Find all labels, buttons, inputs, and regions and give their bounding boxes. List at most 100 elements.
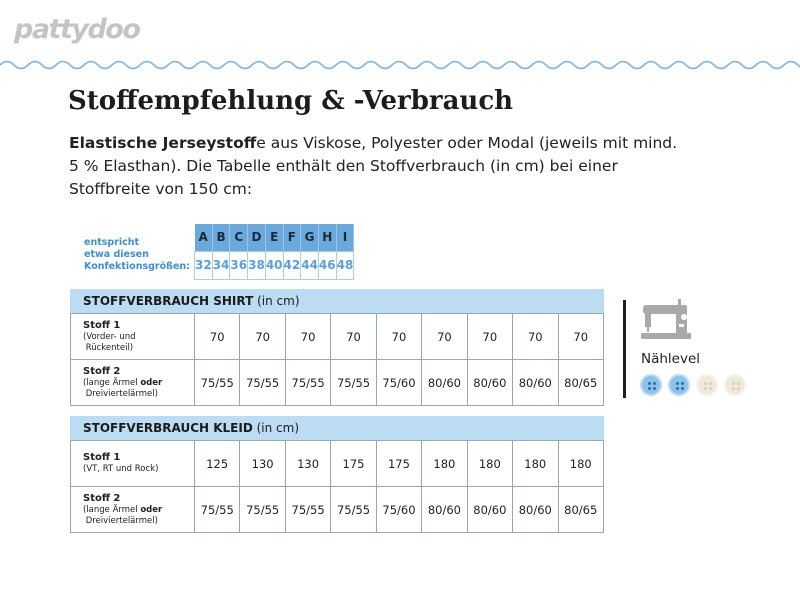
table-cell: 70	[421, 313, 468, 360]
row-label: Stoff 2 (lange Ärmel oder Dreiviertelärm…	[70, 486, 195, 533]
kleid-title: STOFFVERBRAUCH KLEID	[83, 421, 253, 435]
table-cell: 70	[512, 313, 559, 360]
button-hole	[653, 382, 656, 385]
table-cell: 70	[239, 313, 286, 360]
table-cell: 80/60	[466, 359, 514, 406]
table-cell: 180	[466, 440, 514, 487]
button-hole	[709, 382, 712, 385]
button-hole	[648, 387, 651, 390]
row-label: Stoff 1 (Vorder- und Rückenteil)	[70, 313, 195, 360]
shirt-section: STOFFVERBRAUCH SHIRT (in cm) Stoff 1 (Vo…	[70, 289, 604, 406]
kleid-section: STOFFVERBRAUCH KLEID (in cm) Stoff 1 (VT…	[70, 416, 604, 533]
size-label-line: entspricht	[84, 237, 140, 248]
button-hole	[732, 387, 735, 390]
table-row: Stoff 2 (lange Ärmel oder Dreiviertelärm…	[70, 486, 604, 533]
table-cell: 80/60	[466, 486, 514, 533]
size-letter: I	[336, 224, 355, 251]
wave-divider	[0, 60, 800, 70]
button-hole	[737, 387, 740, 390]
table-cell: 80/60	[421, 359, 468, 406]
row-label-desc: Dreiviertelärmel)	[85, 388, 158, 399]
table-row: Stoff 1 (Vorder- und Rückenteil) 70 70 7…	[70, 313, 604, 360]
skill-button-active-icon	[640, 374, 662, 396]
size-letter: E	[265, 224, 284, 251]
size-number: 38	[247, 250, 266, 280]
shirt-section-header: STOFFVERBRAUCH SHIRT (in cm)	[70, 289, 604, 313]
row-label-bold: oder	[140, 504, 163, 515]
button-hole	[648, 382, 651, 385]
table-row: Stoff 1 (VT, RT und Rock) 125 130 130 17…	[70, 440, 604, 487]
row-label: Stoff 2 (lange Ärmel oder Dreiviertelärm…	[70, 359, 195, 406]
table-cell: 130	[284, 440, 332, 487]
size-number: 34	[211, 250, 231, 280]
kleid-table: Stoff 1 (VT, RT und Rock) 125 130 130 17…	[70, 440, 604, 533]
table-cell: 75/55	[193, 486, 241, 533]
row-label-name: Stoff 2	[83, 365, 121, 377]
kleid-unit: (in cm)	[256, 421, 300, 435]
table-cell: 125	[193, 440, 241, 487]
intro-text: Elastische Jerseystoffe aus Viskose, Pol…	[69, 132, 679, 201]
row-label-desc: Rückenteil)	[85, 342, 134, 353]
table-cell: 75/55	[239, 486, 286, 533]
size-letter: B	[212, 224, 231, 251]
button-hole	[709, 387, 712, 390]
size-label-line: Konfektionsgrößen:	[84, 261, 190, 272]
size-number: 32	[194, 250, 213, 280]
size-letter: H	[318, 224, 337, 251]
table-cell: 70	[193, 313, 241, 360]
shirt-unit: (in cm)	[257, 294, 300, 308]
table-cell: 80/60	[512, 359, 559, 406]
row-label-desc: (VT, RT und Rock)	[83, 464, 159, 474]
skill-level-label: Nählevel	[641, 351, 701, 367]
table-cell: 70	[284, 313, 332, 360]
size-letter: G	[300, 224, 319, 251]
size-number: 42	[282, 250, 302, 280]
size-letters-row: A B C D E F G H I	[194, 224, 355, 251]
intro-bold: Elastische Jerseystoff	[69, 134, 257, 152]
table-cell: 70	[375, 313, 423, 360]
size-label: entspricht etwa diesen Konfektionsgrößen…	[84, 237, 204, 273]
table-cell: 70	[466, 313, 514, 360]
skill-button-inactive-icon	[724, 374, 746, 396]
skill-button-active-icon	[668, 374, 690, 396]
table-cell: 180	[421, 440, 468, 487]
table-cell: 175	[375, 440, 423, 487]
table-cell: 180	[557, 440, 604, 487]
size-table: A B C D E F G H I 32 34 36 38 40 42 44 4…	[194, 224, 355, 280]
table-cell: 75/55	[284, 359, 332, 406]
size-number: 44	[300, 250, 319, 280]
size-number: 36	[229, 250, 249, 280]
table-cell: 175	[330, 440, 377, 487]
size-letter: A	[194, 224, 213, 251]
button-hole	[676, 387, 679, 390]
table-cell: 75/55	[239, 359, 286, 406]
table-cell: 75/60	[375, 486, 423, 533]
size-numbers-row: 32 34 36 38 40 42 44 46 48	[194, 250, 355, 280]
kleid-section-header: STOFFVERBRAUCH KLEID (in cm)	[70, 416, 604, 440]
row-label-desc: (Vorder- und	[83, 331, 136, 342]
table-cell: 80/60	[421, 486, 468, 533]
size-number: 48	[335, 250, 355, 280]
table-cell: 80/65	[557, 486, 604, 533]
size-number: 46	[317, 250, 337, 280]
skill-button-inactive-icon	[696, 374, 718, 396]
button-hole	[681, 387, 684, 390]
size-letter: C	[229, 224, 249, 251]
row-label-name: Stoff 1	[83, 319, 121, 331]
sewing-machine-icon	[641, 299, 691, 339]
row-label-name: Stoff 2	[83, 492, 121, 504]
shirt-title: STOFFVERBRAUCH SHIRT	[83, 294, 254, 308]
table-cell: 75/55	[330, 359, 377, 406]
table-cell: 180	[512, 440, 559, 487]
size-number: 40	[264, 250, 284, 280]
table-cell: 75/60	[375, 359, 423, 406]
skill-level-rating	[640, 374, 746, 396]
table-cell: 70	[557, 313, 604, 360]
table-cell: 80/60	[512, 486, 559, 533]
intro-rest: e aus Viskose, Polyester oder Modal (jew…	[69, 134, 678, 198]
button-hole	[737, 382, 740, 385]
table-cell: 70	[330, 313, 377, 360]
row-label-desc: Dreiviertelärmel)	[85, 515, 158, 526]
button-hole	[732, 382, 735, 385]
table-row: Stoff 2 (lange Ärmel oder Dreiviertelärm…	[70, 359, 604, 406]
